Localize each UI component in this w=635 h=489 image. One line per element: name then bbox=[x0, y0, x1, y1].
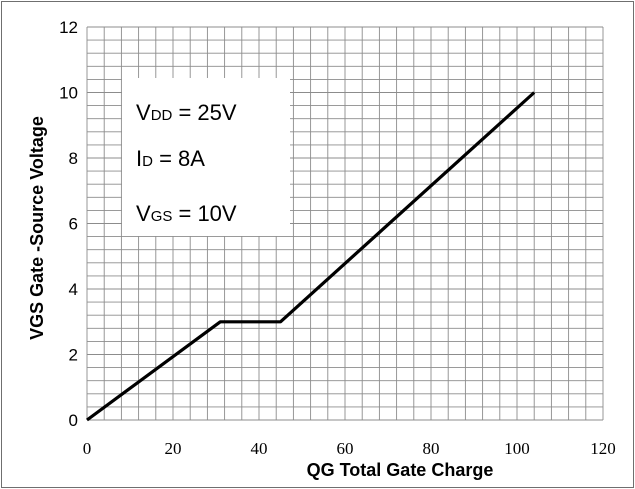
y-tick-label: 0 bbox=[69, 411, 78, 430]
x-tick-label: 80 bbox=[423, 439, 440, 458]
y-axis-label: VGS Gate -Source Voltage bbox=[27, 116, 47, 340]
annotation-text: ID = 8A bbox=[136, 146, 205, 171]
series-layer bbox=[86, 91, 536, 422]
x-tick-labels: 0 20 40 60 80 100 120 bbox=[83, 439, 616, 458]
x-tick-label: 20 bbox=[165, 439, 182, 458]
annotation-box bbox=[122, 78, 290, 236]
annotation-text: VGS = 10V bbox=[136, 201, 237, 226]
x-tick-label: 60 bbox=[337, 439, 354, 458]
y-tick-label: 6 bbox=[69, 215, 78, 234]
annotations: VDD = 25V ID = 8A VGS = 10V bbox=[136, 100, 237, 226]
y-tick-label: 10 bbox=[59, 84, 78, 103]
x-tick-label: 40 bbox=[251, 439, 268, 458]
x-axis-label: QG Total Gate Charge bbox=[307, 460, 494, 480]
y-tick-label: 12 bbox=[59, 18, 78, 37]
annotation-text: VDD = 25V bbox=[136, 100, 237, 125]
y-tick-labels: 0 2 4 6 8 10 12 bbox=[59, 18, 78, 430]
series-line bbox=[86, 91, 536, 422]
x-tick-label: 100 bbox=[504, 439, 530, 458]
y-tick-label: 4 bbox=[69, 280, 78, 299]
y-tick-label: 8 bbox=[69, 149, 78, 168]
x-tick-label: 0 bbox=[83, 439, 92, 458]
y-tick-label: 2 bbox=[69, 346, 78, 365]
x-tick-label: 120 bbox=[590, 439, 616, 458]
